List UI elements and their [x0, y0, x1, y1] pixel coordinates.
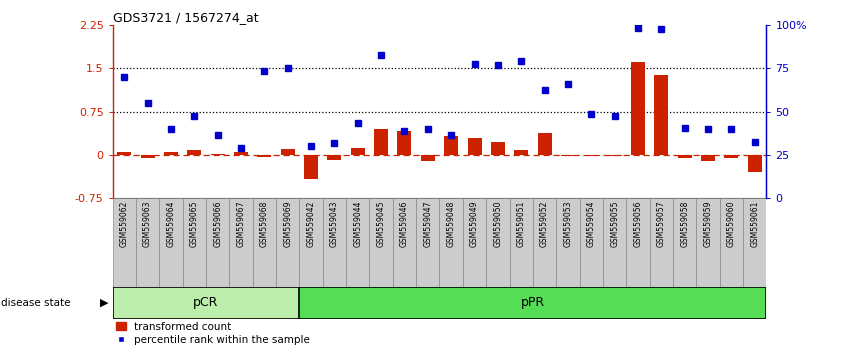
Bar [724, 155, 739, 158]
Text: GSM559053: GSM559053 [564, 201, 572, 247]
Bar [210, 154, 224, 155]
Bar [421, 155, 435, 161]
Bar [701, 155, 715, 161]
Text: GSM559052: GSM559052 [540, 201, 549, 247]
Bar [159, 198, 183, 287]
Text: GSM559044: GSM559044 [353, 201, 362, 247]
Bar [281, 149, 294, 155]
Bar [351, 148, 365, 155]
Bar [533, 198, 556, 287]
Bar [346, 198, 370, 287]
Bar [229, 198, 253, 287]
Bar [486, 198, 509, 287]
Bar [140, 155, 155, 158]
Text: GSM559047: GSM559047 [423, 201, 432, 247]
Text: GSM559048: GSM559048 [447, 201, 456, 247]
Bar [323, 198, 346, 287]
Text: GSM559061: GSM559061 [750, 201, 759, 247]
Bar [673, 198, 696, 287]
Text: GSM559066: GSM559066 [213, 201, 223, 247]
Bar [439, 198, 462, 287]
Text: GSM559049: GSM559049 [470, 201, 479, 247]
Bar [117, 152, 132, 155]
Text: GSM559065: GSM559065 [190, 201, 199, 247]
Text: GDS3721 / 1567274_at: GDS3721 / 1567274_at [113, 11, 258, 24]
Text: GSM559042: GSM559042 [307, 201, 315, 247]
Text: GSM559069: GSM559069 [283, 201, 292, 247]
Text: GSM559055: GSM559055 [611, 201, 619, 247]
Text: GSM559050: GSM559050 [494, 201, 502, 247]
Bar [468, 137, 481, 155]
Bar [631, 62, 645, 155]
Bar [444, 136, 458, 155]
Bar [304, 155, 318, 179]
Bar [113, 198, 136, 287]
Bar [300, 198, 323, 287]
Text: disease state: disease state [1, 298, 70, 308]
Bar [397, 131, 411, 155]
Bar [462, 198, 486, 287]
Legend: transformed count, percentile rank within the sample: transformed count, percentile rank withi… [114, 321, 312, 346]
Text: pCR: pCR [193, 296, 219, 309]
Bar [678, 155, 692, 158]
Bar [626, 198, 650, 287]
Bar [276, 198, 300, 287]
Text: GSM559043: GSM559043 [330, 201, 339, 247]
Bar [608, 155, 622, 156]
Text: ▶: ▶ [100, 298, 108, 308]
Bar [187, 150, 201, 155]
Bar [374, 129, 388, 155]
Bar [585, 155, 598, 156]
Bar [509, 198, 533, 287]
Bar [720, 198, 743, 287]
Bar [164, 152, 178, 155]
Bar [491, 142, 505, 155]
Bar [743, 198, 766, 287]
Bar [747, 155, 762, 172]
Bar [514, 150, 528, 155]
Text: GSM559059: GSM559059 [703, 201, 713, 247]
Text: GSM559046: GSM559046 [400, 201, 409, 247]
Bar [327, 155, 341, 160]
Bar [655, 75, 669, 155]
Text: GSM559057: GSM559057 [656, 201, 666, 247]
Bar [300, 287, 766, 319]
Bar [253, 198, 276, 287]
Bar [561, 155, 575, 156]
Bar [650, 198, 673, 287]
Text: GSM559056: GSM559056 [634, 201, 643, 247]
Bar [113, 287, 300, 319]
Bar [538, 133, 552, 155]
Bar [257, 155, 271, 156]
Bar [393, 198, 417, 287]
Text: GSM559062: GSM559062 [120, 201, 129, 247]
Text: GSM559054: GSM559054 [587, 201, 596, 247]
Bar [417, 198, 439, 287]
Bar [579, 198, 603, 287]
Bar [370, 198, 393, 287]
Text: GSM559051: GSM559051 [517, 201, 526, 247]
Text: GSM559068: GSM559068 [260, 201, 268, 247]
Bar [183, 198, 206, 287]
Text: GSM559063: GSM559063 [143, 201, 152, 247]
Text: GSM559067: GSM559067 [236, 201, 245, 247]
Bar [696, 198, 720, 287]
Bar [234, 152, 248, 155]
Bar [136, 198, 159, 287]
Text: GSM559060: GSM559060 [727, 201, 736, 247]
Bar [556, 198, 579, 287]
Text: GSM559064: GSM559064 [166, 201, 176, 247]
Text: GSM559058: GSM559058 [680, 201, 689, 247]
Text: pPR: pPR [520, 296, 545, 309]
Bar [206, 198, 229, 287]
Text: GSM559045: GSM559045 [377, 201, 385, 247]
Bar [603, 198, 626, 287]
